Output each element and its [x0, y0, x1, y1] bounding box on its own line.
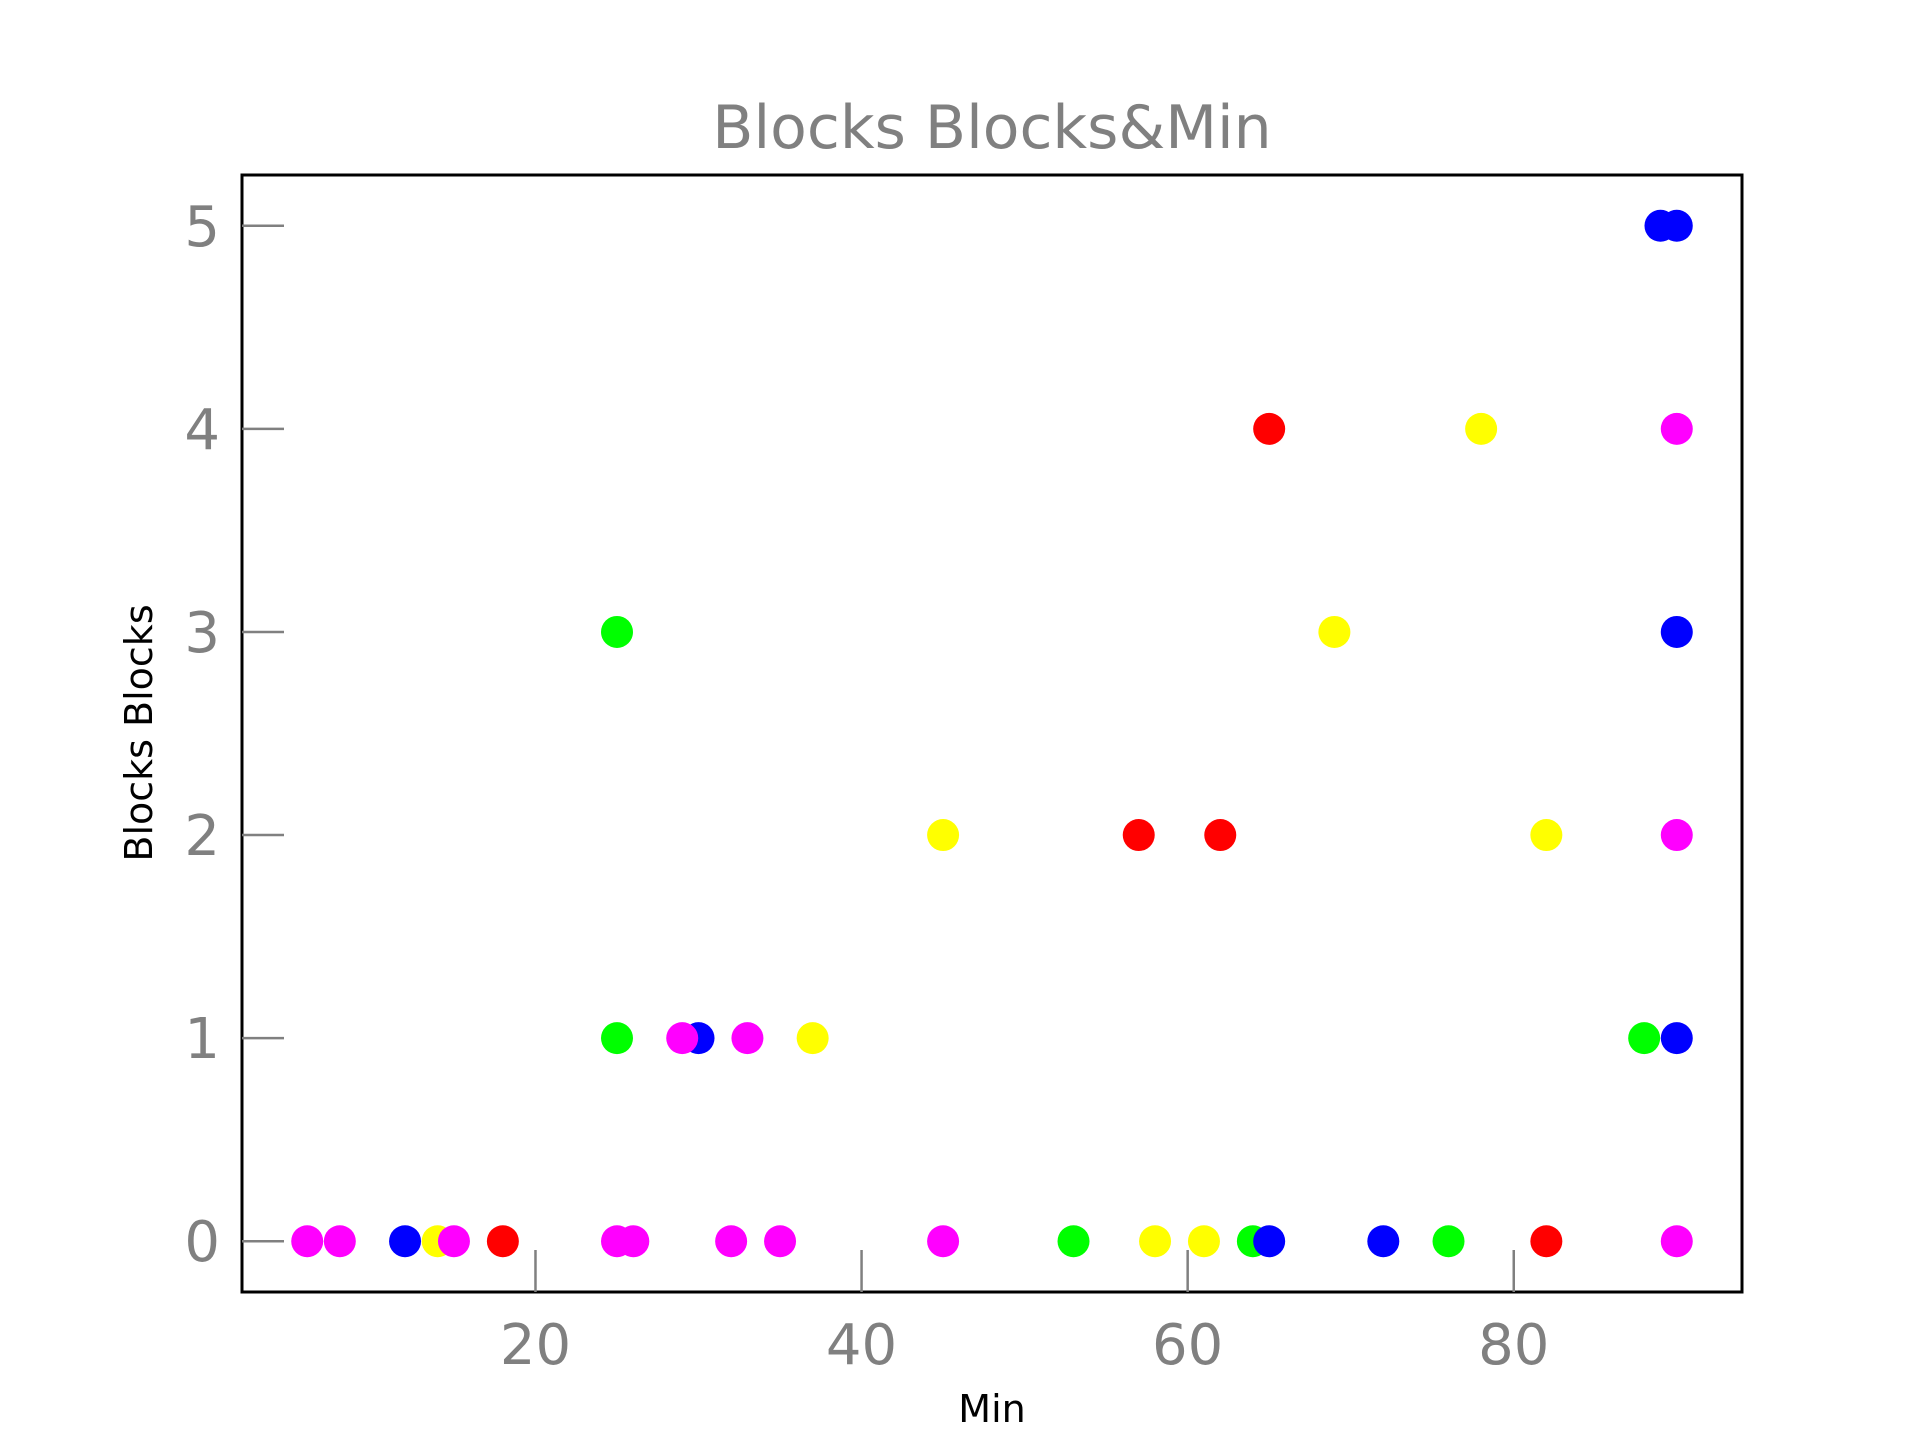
data-point-yellow [796, 1022, 829, 1055]
chart-title: Blocks Blocks&Min [712, 93, 1271, 163]
x-axis-label: Min [958, 1387, 1025, 1431]
plot-frame [240, 173, 1744, 1294]
data-point-magenta [1660, 819, 1693, 852]
data-point-magenta [764, 1225, 797, 1258]
data-point-green [1432, 1225, 1465, 1258]
data-point-blue [1660, 615, 1693, 648]
data-point-red [1530, 1225, 1563, 1258]
data-point-magenta [1660, 412, 1693, 445]
data-point-blue [1660, 209, 1693, 242]
data-point-magenta [291, 1225, 324, 1258]
y-tick-label: 4 [184, 398, 220, 463]
y-tick-label: 2 [184, 804, 220, 869]
data-point-magenta [927, 1225, 960, 1258]
data-point-magenta [437, 1225, 470, 1258]
data-point-blue [1253, 1225, 1286, 1258]
data-point-yellow [1530, 819, 1563, 852]
data-point-blue [1660, 1022, 1693, 1055]
x-tick-label: 80 [1478, 1313, 1549, 1378]
y-tick-label: 0 [184, 1210, 220, 1275]
data-point-green [1057, 1225, 1090, 1258]
data-point-red [1253, 412, 1286, 445]
y-tick-label: 3 [184, 601, 220, 666]
data-point-yellow [927, 819, 960, 852]
y-tick-label: 5 [184, 195, 220, 260]
x-tick-label: 60 [1152, 1313, 1223, 1378]
data-point-green [601, 615, 633, 648]
data-point-magenta [731, 1022, 764, 1055]
x-tick-label: 20 [500, 1313, 571, 1378]
data-point-red [1122, 819, 1155, 852]
data-point-blue [1367, 1225, 1400, 1258]
x-axis-ticks: 20 40 60 80 [500, 1250, 1549, 1378]
data-point-magenta [1660, 1225, 1693, 1258]
data-point-red [486, 1225, 519, 1258]
data-point-magenta [323, 1225, 356, 1258]
data-point-blue [389, 1225, 422, 1258]
y-axis-label: Blocks Blocks [117, 604, 161, 861]
y-tick-label: 1 [184, 1007, 220, 1072]
data-point-green [601, 1022, 633, 1055]
data-point-yellow [1465, 412, 1498, 445]
data-point-yellow [1318, 615, 1351, 648]
data-points [291, 209, 1693, 1258]
data-point-yellow [1187, 1225, 1220, 1258]
data-point-green [1628, 1022, 1661, 1055]
data-point-magenta [617, 1225, 650, 1258]
data-point-red [1204, 819, 1237, 852]
data-point-magenta [666, 1022, 699, 1055]
x-tick-label: 40 [826, 1313, 897, 1378]
data-point-magenta [715, 1225, 748, 1258]
y-axis-ticks: 0 1 2 3 4 5 [184, 195, 284, 1275]
data-point-yellow [1139, 1225, 1172, 1258]
